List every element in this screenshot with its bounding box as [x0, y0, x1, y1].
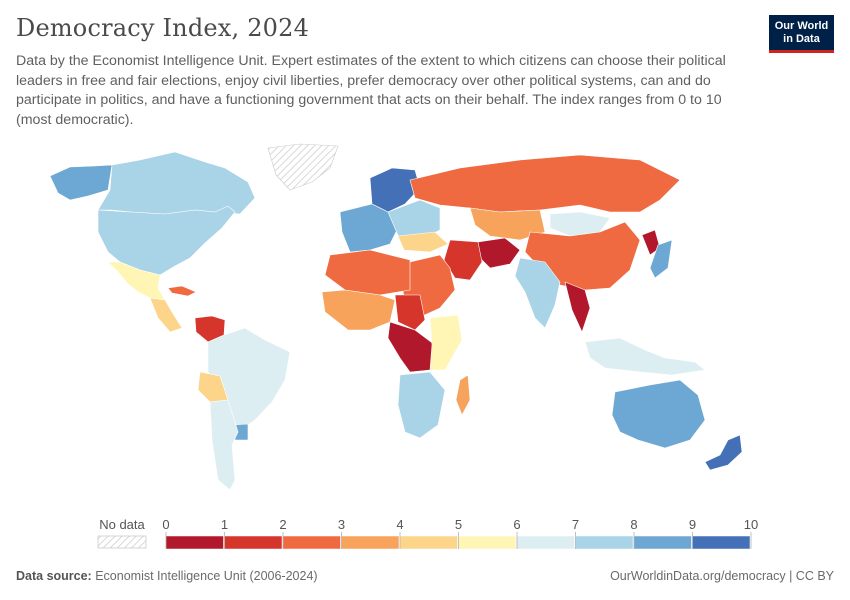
legend-bin-5-6[interactable]: [458, 535, 517, 550]
legend-tick-label: 5: [455, 517, 462, 532]
chart-subtitle: Data by the Economist Intelligence Unit.…: [16, 53, 726, 128]
region-central-africa[interactable]: Central Africa: [387, 321, 436, 373]
legend-no-data-swatch: [97, 535, 147, 549]
footer-url[interactable]: OurWorldinData.org/democracy | CC BY: [610, 569, 834, 583]
legend-tick-label: 7: [572, 517, 579, 532]
chart-title: Democracy Index, 2024: [16, 14, 310, 42]
legend-bin-0-1[interactable]: [165, 535, 224, 550]
legend-tick-label: 0: [162, 517, 169, 532]
region-argentina[interactable]: Argentina: [209, 399, 239, 491]
world-map[interactable]: North America (Canada)United StatesAlask…: [0, 130, 850, 505]
legend-tick-label: 6: [513, 517, 520, 532]
legend-bin-4-5[interactable]: [399, 535, 458, 550]
legend-bin-1-2[interactable]: [224, 535, 283, 550]
region-central-america[interactable]: Central America: [149, 297, 183, 333]
region-madagascar[interactable]: Madagascar: [455, 374, 471, 416]
region-east-africa[interactable]: East Africa: [429, 314, 463, 371]
region-afghanistan[interactable]: Afghanistan: [477, 237, 521, 269]
logo-line-2: in Data: [783, 32, 820, 45]
region-united-states[interactable]: United States: [97, 151, 256, 215]
source-value[interactable]: Economist Intelligence Unit (2006-2024): [95, 569, 318, 583]
region-turkey[interactable]: Turkey: [397, 231, 449, 253]
legend-bin-6-7[interactable]: [516, 535, 575, 550]
legend-tick-label: 3: [338, 517, 345, 532]
color-legend: No data 0 1 2 3 4 5 6 7 8 9 10: [97, 517, 758, 550]
legend-tick-label: 8: [630, 517, 637, 532]
legend-bin-7-8[interactable]: [575, 535, 634, 550]
region-indonesia[interactable]: Indonesia: [584, 337, 706, 376]
region-north-america-canada[interactable]: North America (Canada): [49, 164, 113, 201]
legend-tick-label: 1: [221, 517, 228, 532]
region-cuba[interactable]: Cuba: [167, 285, 197, 297]
owid-logo[interactable]: Our World in Data: [769, 15, 834, 53]
legend-bin-3-4[interactable]: [341, 535, 400, 550]
footer-source: Data source: Economist Intelligence Unit…: [16, 569, 318, 583]
region-myanmar[interactable]: Myanmar: [564, 281, 591, 333]
legend-tick-label: 9: [689, 517, 696, 532]
legend-tick-label: 10: [744, 517, 758, 532]
region-india[interactable]: India: [514, 257, 561, 329]
legend-tick-label: 2: [279, 517, 286, 532]
legend-bin-9-10[interactable]: [692, 535, 751, 550]
region-southern-africa[interactable]: Southern Africa: [397, 371, 446, 439]
region-new-zealand[interactable]: New Zealand: [704, 434, 743, 471]
legend-bin-8-9[interactable]: [633, 535, 692, 550]
region-northern-africa[interactable]: Northern Africa: [324, 249, 411, 296]
region-sahel[interactable]: Sahel: [321, 289, 396, 331]
legend-tick-label: 4: [396, 517, 403, 532]
legend-no-data-label: No data: [99, 517, 145, 532]
region-sudan[interactable]: Sudan: [394, 294, 426, 331]
region-russia[interactable]: Russia: [409, 154, 681, 213]
region-greenland[interactable]: Greenland: [267, 143, 339, 191]
source-label: Data source:: [16, 569, 92, 583]
region-western-europe[interactable]: Western Europe: [339, 203, 399, 253]
region-japan[interactable]: Japan: [649, 239, 673, 279]
region-australia[interactable]: Australia: [611, 379, 706, 449]
region-alaska[interactable]: Alaska: [97, 205, 236, 276]
logo-line-1: Our World: [774, 19, 829, 32]
legend-bin-2-3[interactable]: [282, 535, 341, 550]
